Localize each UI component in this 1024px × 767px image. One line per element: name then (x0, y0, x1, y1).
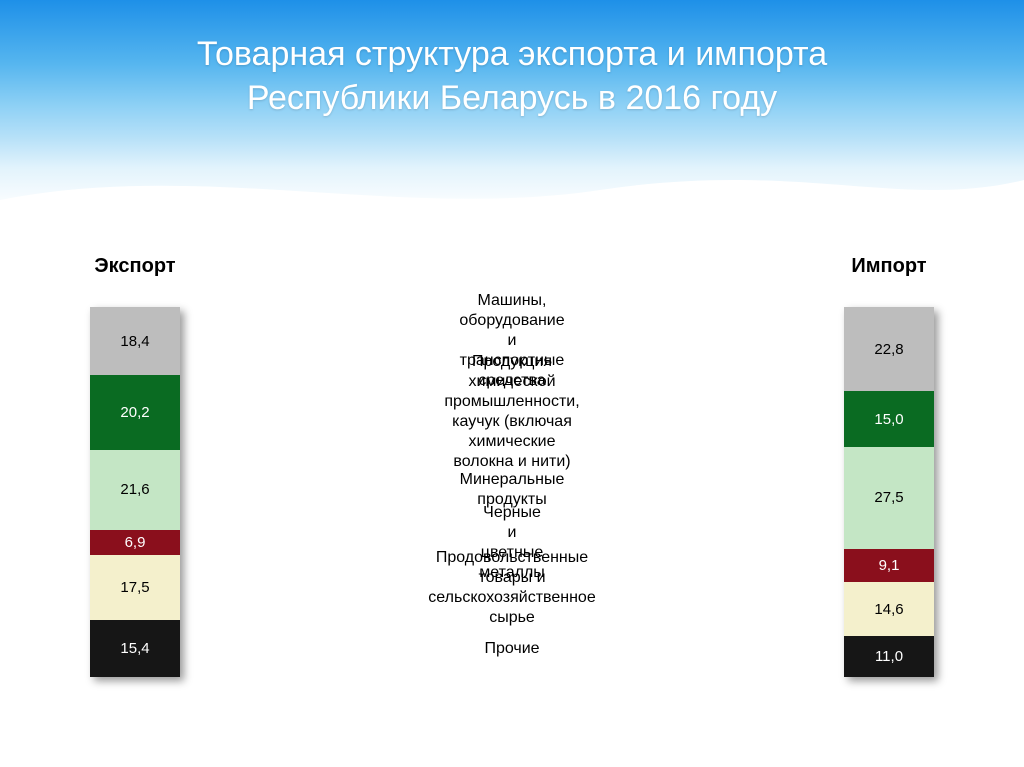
export-bar: 18,420,221,66,917,515,4 (90, 307, 180, 677)
bar-segment: 11,0 (844, 636, 934, 677)
bar-segment: 9,1 (844, 549, 934, 583)
import-bar: 22,815,027,59,114,611,0 (844, 307, 934, 677)
export-column: Экспорт 18,420,221,66,917,515,4 (55, 255, 215, 677)
import-column: Импорт 22,815,027,59,114,611,0 (809, 255, 969, 677)
header-banner: Товарная структура экспорта и импорта Ре… (0, 0, 1024, 210)
bar-segment: 14,6 (844, 582, 934, 636)
bar-segment: 21,6 (90, 450, 180, 530)
bar-segment: 20,2 (90, 375, 180, 450)
export-header: Экспорт (94, 255, 175, 279)
title-line-2: Республики Беларусь в 2016 году (247, 79, 777, 117)
chart-area: Экспорт 18,420,221,66,917,515,4 . Машины… (0, 210, 1024, 677)
categories-column: . Машины, оборудование и транспортные ср… (215, 255, 809, 677)
bar-segment: 18,4 (90, 307, 180, 375)
page-title: Товарная структура экспорта и импорта Ре… (0, 32, 1024, 120)
bar-segment: 22,8 (844, 307, 934, 391)
bar-segment: 15,0 (844, 391, 934, 447)
bar-segment: 15,4 (90, 620, 180, 677)
title-line-1: Товарная структура экспорта и импорта (197, 35, 827, 73)
bar-segment: 6,9 (90, 530, 180, 556)
bar-segment: 27,5 (844, 447, 934, 549)
bar-segment: 17,5 (90, 555, 180, 620)
wave-decoration (0, 160, 1024, 220)
import-header: Импорт (851, 255, 926, 279)
